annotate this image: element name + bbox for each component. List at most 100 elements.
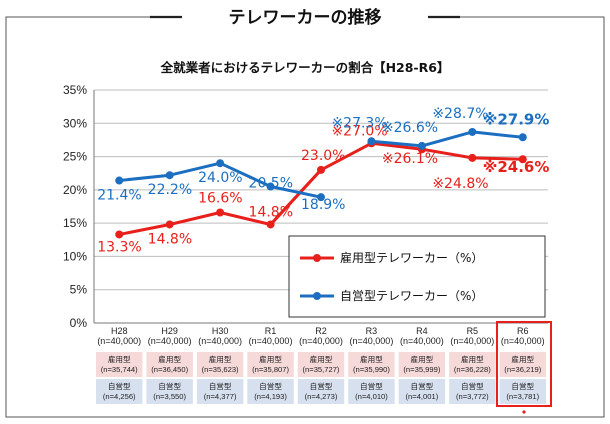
table-cell	[499, 379, 546, 404]
x-tick-label: R2	[315, 326, 327, 336]
x-tick-label: R6	[517, 326, 529, 336]
table-cell	[96, 379, 143, 404]
table-cell	[449, 379, 496, 404]
chart-title: 全就業者におけるテレワーカーの割合【H28-R6】	[160, 60, 450, 75]
table-cell	[499, 352, 546, 377]
data-point-self-employed	[165, 171, 174, 180]
table-cell-type: 雇用型	[410, 354, 433, 364]
table-cell-n: (n=3,772)	[456, 392, 489, 401]
data-point-employed	[165, 220, 174, 229]
y-tick-label: 20%	[63, 183, 87, 197]
data-label-employed: ※27.0%	[331, 123, 387, 139]
data-label-self-employed: ※27.3%	[331, 115, 387, 131]
table-cell	[398, 379, 446, 404]
x-tick-label: R4	[416, 326, 428, 336]
legend-label-employed: 雇用型テレワーカー（%）	[340, 250, 483, 265]
table-cell-type: 自営型	[461, 381, 484, 391]
x-total-n: (n=40,000)	[198, 336, 242, 346]
data-label-self-employed: 24.0%	[198, 170, 242, 186]
x-tick-label: R5	[467, 326, 479, 336]
x-tick-label: R1	[265, 326, 277, 336]
table-cell-type: 雇用型	[511, 354, 534, 364]
x-total-n: (n=40,000)	[350, 336, 394, 346]
data-label-employed: 23.0%	[301, 148, 345, 164]
x-total-n: (n=40,000)	[249, 336, 293, 346]
x-total-n: (n=40,000)	[97, 336, 141, 346]
table-cell-n: (n=4,256)	[103, 392, 136, 401]
table-cell-type: 自営型	[310, 381, 333, 391]
table-cell	[96, 352, 143, 377]
data-label-employed: ※24.8%	[432, 176, 488, 192]
data-label-employed: 13.3%	[97, 239, 141, 255]
data-point-employed	[317, 165, 325, 174]
table-cell	[247, 352, 294, 377]
table-cell-type: 自営型	[259, 381, 282, 391]
data-point-employed	[216, 208, 225, 217]
table-cell-n: (n=35,727)	[303, 365, 340, 374]
table-cell	[449, 352, 496, 377]
table-cell-n: (n=4,010)	[355, 392, 388, 401]
x-total-n: (n=40,000)	[299, 336, 343, 346]
x-total-n: (n=40,000)	[148, 336, 192, 346]
y-tick-label: 10%	[63, 249, 87, 263]
legend-marker-self-employed	[313, 292, 321, 300]
data-label-employed: ※26.1%	[382, 151, 438, 167]
series-points	[115, 127, 527, 239]
table-cell	[196, 379, 244, 404]
x-total-n: (n=40,000)	[501, 336, 545, 346]
x-tick-label: H28	[111, 326, 128, 336]
highlight-box-latest	[496, 321, 552, 407]
table-cell-type: 雇用型	[360, 354, 383, 364]
data-label-self-employed: ※26.6%	[382, 120, 438, 136]
y-tick-label: 0%	[70, 316, 88, 330]
table-cell-n: (n=4,273)	[305, 392, 338, 401]
data-point-self-employed	[518, 133, 527, 142]
data-label-employed: 14.8%	[249, 204, 293, 220]
y-tick-label: 30%	[63, 116, 87, 130]
table-cell-n: (n=35,807)	[252, 365, 289, 374]
table-cell	[247, 379, 294, 404]
data-point-employed	[518, 155, 527, 164]
highlight-dot	[522, 410, 526, 414]
x-total-n: (n=40,000)	[450, 336, 494, 346]
table-cell-n: (n=35,623)	[202, 365, 239, 374]
data-point-employed	[266, 220, 275, 229]
table-cell-n: (n=3,550)	[153, 392, 186, 401]
data-label-employed: 14.8%	[148, 231, 192, 247]
table-cell-n: (n=35,744)	[101, 365, 138, 374]
table-cell-type: 雇用型	[461, 354, 484, 364]
x-tick-label: R3	[366, 326, 378, 336]
data-label-self-employed: 22.2%	[148, 182, 192, 198]
data-point-employed	[115, 230, 124, 239]
table-cell	[146, 352, 193, 377]
data-point-self-employed	[468, 127, 477, 136]
table-cell-type: 自営型	[410, 381, 433, 391]
data-label-self-employed: 18.9%	[301, 197, 345, 213]
table-cell-n: (n=4,193)	[254, 392, 287, 401]
table-cell-n: (n=36,450)	[151, 365, 188, 374]
table-cell-type: 自営型	[360, 381, 383, 391]
table-cell	[297, 379, 345, 404]
y-axis: 0% 5% 10% 15% 20% 25% 30% 35%	[63, 83, 95, 330]
data-point-self-employed	[317, 193, 325, 202]
outer-frame	[5, 16, 605, 418]
table-cell-type: 自営型	[209, 381, 232, 391]
main-title: テレワーカーの推移	[229, 7, 382, 28]
y-tick-label: 15%	[63, 216, 87, 230]
x-tick-label: H30	[212, 326, 229, 336]
table-cell	[146, 379, 193, 404]
series-line-employed	[371, 141, 523, 161]
table-cell-n: (n=36,228)	[454, 365, 491, 374]
table-cell-n: (n=36,219)	[504, 365, 541, 374]
data-point-employed	[468, 153, 477, 162]
table-cell-type: 雇用型	[310, 354, 333, 364]
table-cell-type: 雇用型	[158, 354, 181, 364]
table-cell-type: 雇用型	[259, 354, 282, 364]
legend-marker-employed	[313, 254, 321, 262]
data-label-self-employed: 21.4%	[97, 188, 141, 204]
table-cell-type: 自営型	[511, 381, 534, 391]
x-tick-label: H29	[161, 326, 178, 336]
table-cell-type: 自営型	[108, 381, 131, 391]
